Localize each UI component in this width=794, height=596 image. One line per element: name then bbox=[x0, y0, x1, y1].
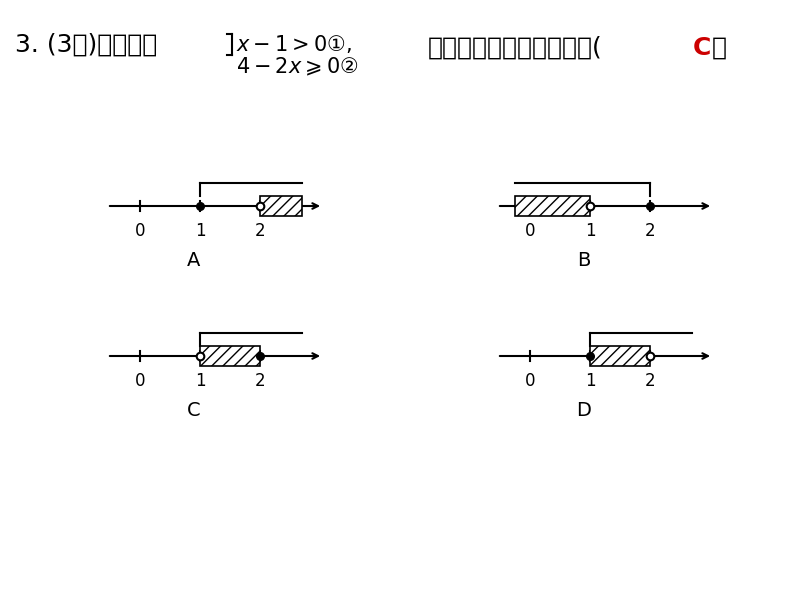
Bar bbox=[260, 196, 302, 216]
Text: 的解集在数轴上可表示为(: 的解集在数轴上可表示为( bbox=[428, 36, 603, 60]
Text: C: C bbox=[187, 401, 201, 420]
Text: 1: 1 bbox=[584, 222, 596, 240]
Text: 1: 1 bbox=[195, 222, 206, 240]
Text: 2: 2 bbox=[255, 222, 265, 240]
Text: 0: 0 bbox=[135, 372, 145, 390]
Text: $x-1>0$①,: $x-1>0$①, bbox=[236, 33, 352, 55]
Text: 2: 2 bbox=[645, 372, 655, 390]
Bar bbox=[200, 346, 260, 366]
Text: 2: 2 bbox=[645, 222, 655, 240]
Text: $4-2x\geqslant0$②: $4-2x\geqslant0$② bbox=[236, 56, 359, 78]
Text: 2: 2 bbox=[255, 372, 265, 390]
Text: 0: 0 bbox=[525, 372, 535, 390]
Text: 1: 1 bbox=[195, 372, 206, 390]
Text: 3. (3分)不等式组: 3. (3分)不等式组 bbox=[15, 33, 157, 57]
Text: A: A bbox=[187, 251, 201, 270]
Bar bbox=[590, 346, 650, 366]
Text: 0: 0 bbox=[525, 222, 535, 240]
Text: C: C bbox=[693, 36, 711, 60]
Text: B: B bbox=[577, 251, 591, 270]
Text: ）: ） bbox=[712, 36, 727, 60]
Text: 0: 0 bbox=[135, 222, 145, 240]
Text: D: D bbox=[576, 401, 592, 420]
Bar bbox=[515, 196, 590, 216]
Text: 1: 1 bbox=[584, 372, 596, 390]
